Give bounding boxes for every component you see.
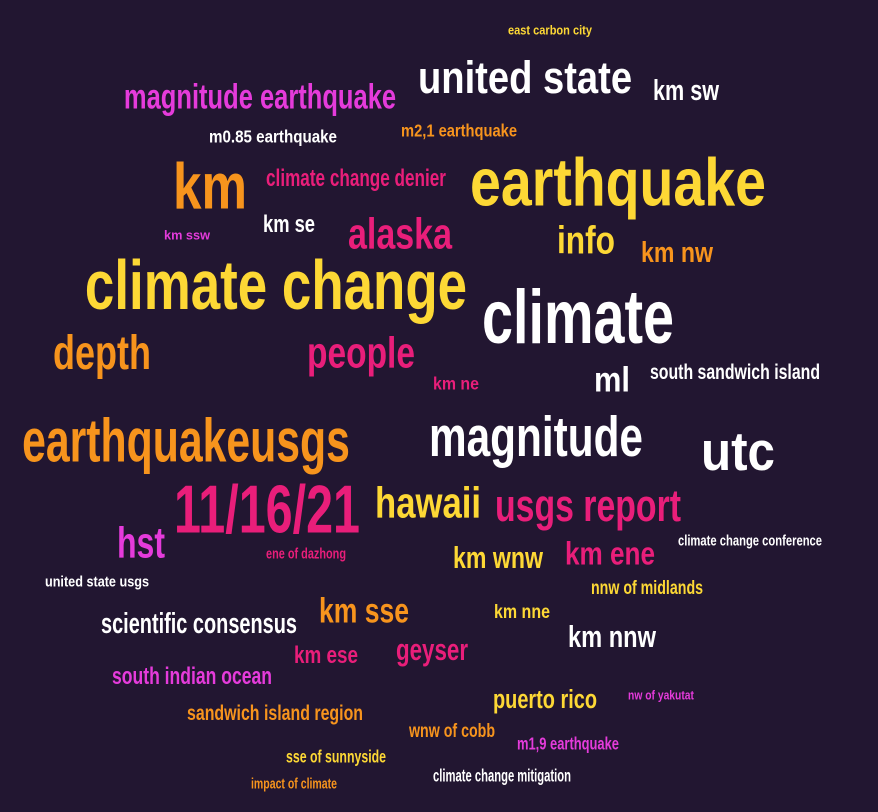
word-impact-of-climate: impact of climate <box>251 775 337 793</box>
word-east-carbon-city: east carbon city <box>508 22 592 38</box>
word-km-ese: km ese <box>293 642 359 670</box>
word-magnitude-earthquake: magnitude earthquake <box>123 77 397 117</box>
word-united-state-usgs: united state usgs <box>44 573 150 591</box>
word-magnitude: magnitude <box>429 404 643 468</box>
word-south-sandwich-island: south sandwich island <box>649 359 821 385</box>
word-ene-of-dazhong: ene of dazhong <box>266 545 346 563</box>
word-scientific-consensus: scientific consensus <box>101 606 297 639</box>
word-m19-earthquake: m1,9 earthquake <box>517 733 619 754</box>
word-climate-change: climate change <box>84 246 468 325</box>
word-hawaii: hawaii <box>375 479 481 528</box>
word-alaska: alaska <box>347 210 453 259</box>
word-m085-earthquake: m0.85 earthquake <box>209 126 337 147</box>
word-nnw-of-midlands: nnw of midlands <box>590 577 704 600</box>
word-climate: climate <box>482 274 674 360</box>
word-km-nnw: km nnw <box>567 619 657 654</box>
word-people: people <box>307 329 415 378</box>
word-usgs-report: usgs report <box>495 480 681 532</box>
word-km-sse: km sse <box>318 591 410 631</box>
word-earthquakeusgs: earthquakeusgs <box>22 406 350 475</box>
word-utc: utc <box>701 420 775 482</box>
word-climate-change-conference: climate change conference <box>677 532 823 550</box>
word-ml: ml <box>594 360 630 400</box>
word-sandwich-island-region: sandwich island region <box>186 700 364 726</box>
word-nw-of-yakutat: nw of yakutat <box>628 687 694 703</box>
word-south-indian-ocean: south indian ocean <box>111 663 273 691</box>
word-km-ssw: km ssw <box>164 227 210 243</box>
word-wnw-of-cobb: wnw of cobb <box>408 720 496 743</box>
word-sse-of-sunnyside: sse of sunnyside <box>285 746 387 767</box>
word-km-nne: km nne <box>494 601 550 624</box>
word-united-state: united state <box>417 52 633 104</box>
word-km-ene: km ene <box>564 534 656 572</box>
word-m21-earthquake: m2,1 earthquake <box>401 120 517 141</box>
word-km-sw: km sw <box>652 73 720 106</box>
word-date-11-16-21: 11/16/21 <box>174 472 360 548</box>
word-depth: depth <box>53 327 151 381</box>
word-km-se: km se <box>262 211 316 239</box>
word-km-nw: km nw <box>640 235 714 268</box>
word-earthquake: earthquake <box>470 145 766 221</box>
word-climate-change-mitigation: climate change mitigation <box>433 765 571 786</box>
word-info: info <box>556 219 616 263</box>
word-km-wnw: km wnw <box>453 540 543 575</box>
word-hst: hst <box>116 519 166 568</box>
word-puerto-rico: puerto rico <box>493 683 597 714</box>
word-km-ne: km ne <box>433 373 479 394</box>
word-km: km <box>173 149 247 223</box>
word-climate-change-denier: climate change denier <box>266 165 446 193</box>
word-geyser: geyser <box>395 632 469 667</box>
